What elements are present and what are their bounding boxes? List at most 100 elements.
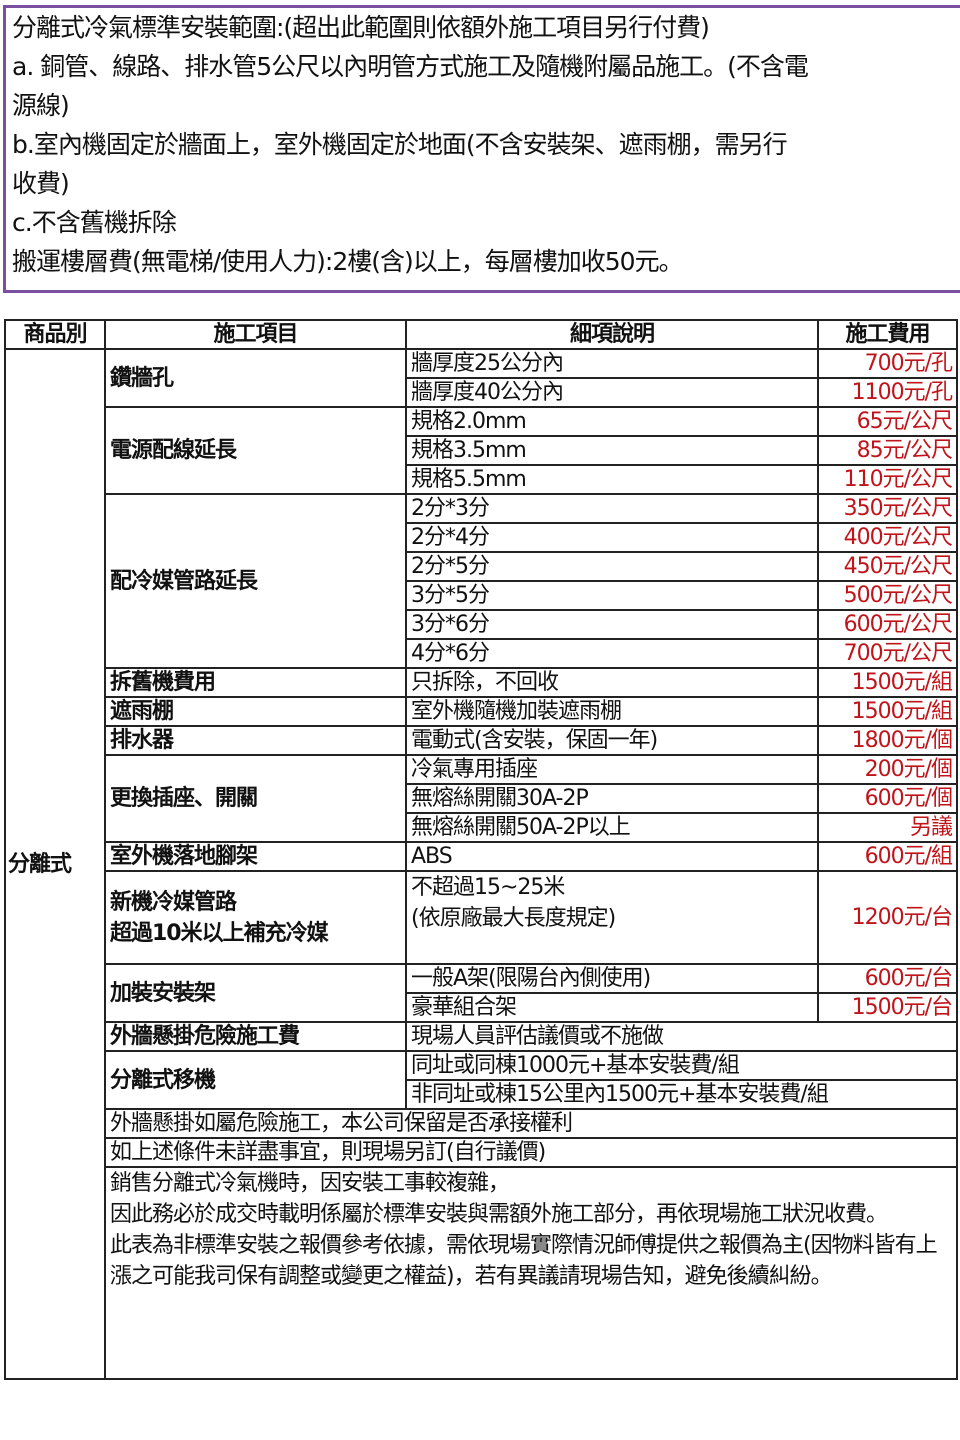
table-row: 加裝安裝架 一般A架(限陽台內側使用) 600元/台	[5, 963, 958, 1023]
detail: 非同址或棟15公里內1500元+基本安裝費/組	[405, 1079, 958, 1110]
detail: 規格3.5mm	[405, 435, 819, 466]
price: 350元/公尺	[817, 493, 958, 524]
detail: 牆厚度40公分內	[405, 377, 819, 408]
detail: 無熔絲開關50A-2P以上	[405, 812, 819, 843]
header-fee: 施工費用	[817, 319, 958, 350]
detail: 規格2.0mm	[405, 406, 819, 437]
footer-note: 如上述條件未詳盡事宜，則現場另訂(自行議價)	[104, 1137, 958, 1168]
footer-note: 外牆懸掛如屬危險施工，本公司保留是否承接權利	[104, 1108, 958, 1139]
price: 700元/孔	[817, 348, 958, 379]
table-row: 牆厚度40公分內 1100元/孔	[5, 377, 958, 408]
detail: 3分*6分	[405, 609, 819, 640]
item-refill: 新機冷媒管路超過10米以上補充冷媒	[104, 870, 407, 965]
table-row: 室外機落地腳架 ABS 600元/組	[5, 841, 958, 872]
table-row: 2分*5分 450元/公尺	[5, 551, 958, 582]
price: 600元/個	[817, 783, 958, 814]
item-bracket: 加裝安裝架	[104, 963, 407, 1023]
table-row: 配冷媒管路延長 2分*3分 350元/公尺	[5, 493, 958, 669]
note-c: c.不含舊機拆除	[12, 208, 177, 237]
price: 600元/公尺	[817, 609, 958, 640]
detail: 現場人員評估議價或不施做	[405, 1021, 958, 1052]
price: 另議	[817, 812, 958, 843]
header-item: 施工項目	[104, 319, 407, 350]
detail: 無熔絲開關30A-2P	[405, 783, 819, 814]
detail: 規格5.5mm	[405, 464, 819, 495]
price: 200元/個	[817, 754, 958, 785]
price: 110元/公尺	[817, 464, 958, 495]
note-b: b.室內機固定於牆面上，室外機固定於地面(不含安裝架、遮雨棚，需另行	[12, 130, 788, 159]
price: 700元/公尺	[817, 638, 958, 669]
note-a: a. 銅管、線路、排水管5公尺以內明管方式施工及隨機附屬品施工。(不含電	[12, 52, 809, 81]
detail: 室外機隨機加裝遮雨棚	[405, 696, 819, 727]
item-socket: 更換插座、開關	[104, 754, 407, 843]
detail: 2分*4分	[405, 522, 819, 553]
table-row: 規格5.5mm 110元/公尺	[5, 464, 958, 495]
detail-line2: (依原廠最大長度規定)	[411, 906, 616, 931]
table-row: 電源配線延長 規格2.0mm 65元/公尺	[5, 406, 958, 495]
installation-scope-notes: 分離式冷氣標準安裝範圍:(超出此範圍則依額外施工項目另行付費) a. 銅管、線路…	[3, 5, 960, 293]
item-stand: 室外機落地腳架	[104, 841, 407, 872]
table-row: 分離式移機 同址或同棟1000元+基本安裝費/組	[5, 1050, 958, 1110]
category-cell: 分離式	[4, 348, 106, 1380]
detail-line1: 不超過15~25米	[411, 875, 565, 900]
footer-note: 銷售分離式冷氣機時，因安裝工事較複雜，	[110, 1171, 510, 1196]
price: 65元/公尺	[817, 406, 958, 437]
notes-title: 分離式冷氣標準安裝範圍:(超出此範圍則依額外施工項目另行付費)	[12, 13, 710, 42]
item-refill-line2: 超過10米以上補充冷媒	[110, 920, 329, 946]
footer-row: 外牆懸掛如屬危險施工，本公司保留是否承接權利	[5, 1108, 958, 1139]
note-b-cont: 收費)	[12, 169, 70, 198]
price: 1200元/台	[817, 870, 958, 965]
item-pipe: 配冷媒管路延長	[104, 493, 407, 669]
item-shade: 遮雨棚	[104, 696, 407, 727]
price: 85元/公尺	[817, 435, 958, 466]
detail: 2分*3分	[405, 493, 819, 524]
detail: 4分*6分	[405, 638, 819, 669]
detail: 電動式(含安裝，保固一年)	[405, 725, 819, 756]
detail: ABS	[405, 841, 819, 872]
price-table: 商品別 施工項目 細項說明 施工費用 分離式 鑽牆孔 牆厚度25公分內 700元…	[4, 319, 958, 1380]
price: 1500元/組	[817, 667, 958, 698]
table-row: 豪華組合架 1500元/台	[5, 992, 958, 1023]
table-row: 2分*4分 400元/公尺	[5, 522, 958, 553]
item-power: 電源配線延長	[104, 406, 407, 495]
detail: 只拆除，不回收	[405, 667, 819, 698]
price: 1800元/個	[817, 725, 958, 756]
price: 600元/組	[817, 841, 958, 872]
price: 1500元/台	[817, 992, 958, 1023]
header-category: 商品別	[4, 319, 106, 350]
footer-note: 因此務必於成交時載明係屬於標準安裝與需額外施工部分，再依現場施工狀況收費。	[110, 1202, 888, 1227]
footer-note-block: 銷售分離式冷氣機時，因安裝工事較複雜， 因此務必於成交時載明係屬於標準安裝與需額…	[104, 1166, 958, 1380]
price: 400元/公尺	[817, 522, 958, 553]
table-row: 非同址或棟15公里內1500元+基本安裝費/組	[5, 1079, 958, 1110]
price: 500元/公尺	[817, 580, 958, 611]
table-row: 規格3.5mm 85元/公尺	[5, 435, 958, 466]
table-row: 分離式 鑽牆孔 牆厚度25公分內 700元/孔	[4, 348, 958, 1380]
table-row: 4分*6分 700元/公尺	[5, 638, 958, 669]
table-row: 3分*6分 600元/公尺	[5, 609, 958, 640]
table-row: 新機冷媒管路超過10米以上補充冷媒 不超過15~25米 (依原廠最大長度規定) 1…	[5, 870, 958, 965]
table-row: 無熔絲開關50A-2P以上 另議	[5, 812, 958, 843]
detail: 牆厚度25公分內	[405, 348, 819, 379]
item-move: 分離式移機	[104, 1050, 407, 1110]
detail: 3分*5分	[405, 580, 819, 611]
table-row: 更換插座、開關 冷氣專用插座 200元/個	[5, 754, 958, 843]
item-drill: 鑽牆孔	[104, 348, 407, 408]
price: 450元/公尺	[817, 551, 958, 582]
detail: 冷氣專用插座	[405, 754, 819, 785]
table-row: 遮雨棚 室外機隨機加裝遮雨棚 1500元/組	[5, 696, 958, 727]
table-header: 商品別 施工項目 細項說明 施工費用	[4, 319, 958, 350]
note-a-cont: 源線)	[12, 91, 70, 120]
footer-row: 銷售分離式冷氣機時，因安裝工事較複雜， 因此務必於成交時載明係屬於標準安裝與需額…	[5, 1166, 958, 1380]
price: 1100元/孔	[817, 377, 958, 408]
item-refill-line1: 新機冷媒管路	[110, 889, 237, 915]
price: 600元/台	[817, 963, 958, 994]
table-row: 外牆懸掛危險施工費 現場人員評估議價或不施做	[5, 1021, 958, 1052]
header-detail: 細項說明	[405, 319, 819, 350]
table-row: 無熔絲開關30A-2P 600元/個	[5, 783, 958, 814]
item-remove: 拆舊機費用	[104, 667, 407, 698]
table-row: 拆舊機費用 只拆除，不回收 1500元/組	[5, 667, 958, 698]
detail: 2分*5分	[405, 551, 819, 582]
price: 1500元/組	[817, 696, 958, 727]
detail: 不超過15~25米 (依原廠最大長度規定)	[405, 870, 819, 965]
footer-row: 如上述條件未詳盡事宜，則現場另訂(自行議價)	[5, 1137, 958, 1168]
